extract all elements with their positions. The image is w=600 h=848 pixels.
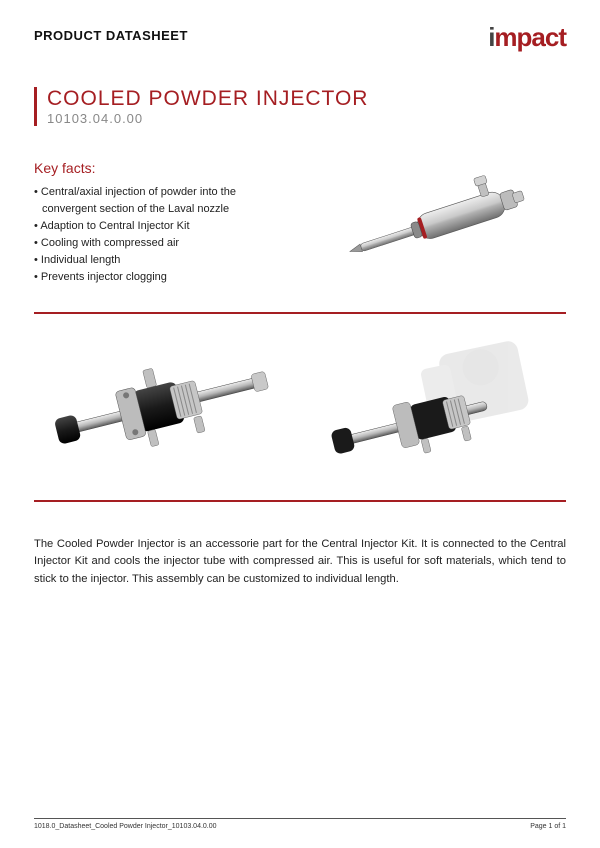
assembly-ghost-icon [318, 337, 558, 477]
section-divider [34, 500, 566, 502]
section-divider [34, 312, 566, 314]
product-title: COOLED POWDER INJECTOR [47, 87, 566, 111]
footer-doc-id: 1018.0_Datasheet_Cooled Powder Injector_… [34, 823, 217, 830]
description-paragraph: The Cooled Powder Injector is an accesso… [34, 536, 566, 588]
brand-logo: impact [488, 22, 566, 53]
assembly-icon [42, 337, 282, 477]
footer-page-number: Page 1 of 1 [530, 823, 566, 830]
assembly-render-right [310, 332, 566, 482]
key-facts-list: Central/axial injection of powder into t… [34, 184, 291, 286]
page-footer: 1018.0_Datasheet_Cooled Powder Injector_… [34, 818, 566, 830]
header: PRODUCT DATASHEET impact [34, 28, 566, 53]
part-number: 10103.04.0.00 [47, 111, 566, 126]
list-item: Central/axial injection of powder into t… [34, 184, 291, 201]
key-facts-heading: Key facts: [34, 160, 291, 176]
secondary-images-row [34, 332, 566, 482]
list-item: Individual length [34, 252, 291, 269]
list-item: Prevents injector clogging [34, 269, 291, 286]
list-item: Cooling with compressed air [34, 235, 291, 252]
title-block: COOLED POWDER INJECTOR 10103.04.0.00 [34, 87, 566, 126]
key-facts-section: Key facts: Central/axial injection of po… [34, 160, 566, 290]
hero-product-render [309, 160, 566, 290]
list-item: convergent section of the Laval nozzle [34, 201, 291, 218]
list-item: Adaption to Central Injector Kit [34, 218, 291, 235]
doc-type-label: PRODUCT DATASHEET [34, 28, 188, 43]
injector-icon [328, 160, 548, 290]
assembly-render-left [34, 332, 290, 482]
